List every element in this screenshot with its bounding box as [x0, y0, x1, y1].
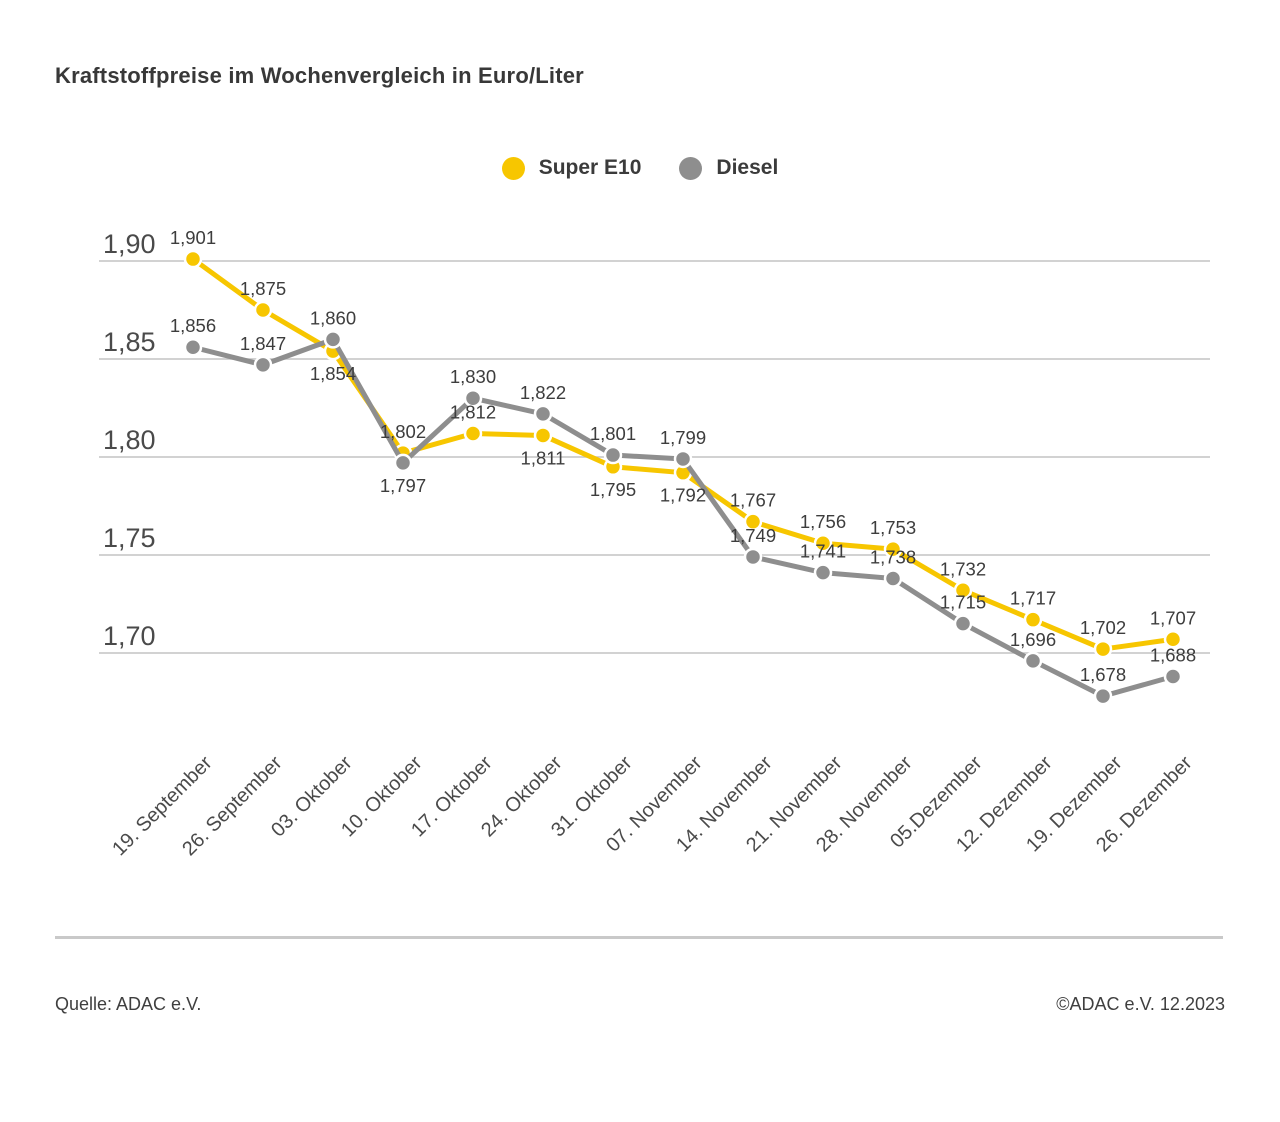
data-point-diesel — [1023, 651, 1043, 671]
data-point-diesel — [323, 330, 343, 349]
data-point-label-super-e10: 1,707 — [1150, 607, 1196, 628]
y-axis-tick-label: 1,75 — [103, 523, 156, 553]
y-axis-tick-label: 1,85 — [103, 327, 156, 357]
data-point-super-e10 — [953, 581, 973, 600]
footer-divider — [55, 936, 1223, 939]
legend-item-super-e10: Super E10 — [501, 156, 642, 180]
data-point-label-diesel: 1,830 — [450, 366, 496, 387]
data-point-label-diesel: 1,688 — [1150, 645, 1196, 666]
data-point-super-e10 — [1023, 610, 1043, 629]
data-point-label-super-e10: 1,756 — [800, 511, 846, 532]
data-point-super-e10 — [883, 539, 903, 559]
super-e10-dot-icon — [501, 156, 525, 180]
data-point-diesel — [883, 569, 903, 588]
footer: Quelle: ADAC e.V. ©ADAC e.V. 12.2023 — [55, 994, 1225, 1015]
data-point-label-super-e10: 1,753 — [870, 517, 916, 538]
data-point-label-super-e10: 1,767 — [730, 490, 776, 511]
data-point-label-diesel: 1,678 — [1080, 664, 1126, 685]
data-point-diesel — [1093, 686, 1113, 706]
data-point-label-super-e10: 1,717 — [1010, 588, 1056, 609]
copyright-note: ©ADAC e.V. 12.2023 — [1056, 994, 1225, 1014]
data-point-label-diesel: 1,822 — [520, 382, 566, 403]
data-point-diesel — [673, 449, 693, 469]
data-point-super-e10 — [183, 249, 203, 269]
data-point-label-super-e10: 1,702 — [1080, 617, 1126, 638]
y-axis-tick-label: 1,90 — [103, 229, 156, 259]
data-point-label-super-e10: 1,795 — [590, 479, 636, 500]
data-point-label-diesel: 1,797 — [380, 475, 426, 496]
data-point-label-diesel: 1,715 — [940, 592, 986, 613]
data-point-label-diesel: 1,856 — [170, 315, 216, 336]
data-point-super-e10 — [743, 512, 763, 531]
chart-legend: Super E10 Diesel — [0, 156, 1280, 180]
data-point-diesel — [953, 614, 973, 633]
data-point-diesel — [393, 453, 413, 473]
y-axis-tick-label: 1,80 — [103, 425, 156, 455]
data-point-diesel — [1163, 667, 1183, 686]
data-point-label-diesel: 1,860 — [310, 307, 356, 328]
legend-label-diesel: Diesel — [716, 156, 779, 179]
data-point-diesel — [813, 563, 833, 582]
data-point-label-diesel: 1,847 — [240, 333, 286, 354]
y-axis-tick-label: 1,70 — [103, 621, 156, 651]
data-point-label-diesel: 1,738 — [870, 547, 916, 568]
legend-item-diesel: Diesel — [679, 156, 778, 180]
data-point-label-super-e10: 1,875 — [240, 278, 286, 299]
source-note: Quelle: ADAC e.V. — [55, 994, 202, 1014]
data-point-super-e10 — [253, 300, 273, 320]
data-point-label-super-e10: 1,854 — [310, 363, 356, 384]
data-point-label-diesel: 1,799 — [660, 427, 706, 448]
legend-label-super-e10: Super E10 — [538, 156, 642, 179]
data-point-diesel — [253, 355, 273, 375]
data-point-diesel — [183, 337, 203, 357]
diesel-dot-icon — [679, 156, 703, 180]
chart-title: Kraftstoffpreise im Wochenvergleich in E… — [55, 63, 584, 88]
data-point-label-super-e10: 1,811 — [521, 447, 566, 468]
data-point-super-e10 — [463, 424, 483, 443]
data-point-label-diesel: 1,696 — [1010, 629, 1056, 650]
data-point-label-super-e10: 1,812 — [450, 401, 496, 422]
data-point-super-e10 — [533, 426, 553, 445]
data-point-label-super-e10: 1,802 — [380, 421, 426, 442]
data-point-label-super-e10: 1,792 — [660, 485, 706, 506]
data-point-diesel — [463, 388, 483, 408]
data-point-diesel — [603, 445, 623, 465]
data-point-super-e10 — [813, 533, 833, 553]
data-point-label-diesel: 1,749 — [730, 525, 776, 546]
data-point-label-super-e10: 1,732 — [940, 558, 986, 579]
data-point-label-diesel: 1,741 — [800, 541, 846, 562]
data-point-diesel — [743, 547, 763, 567]
data-point-diesel — [533, 404, 553, 424]
data-point-label-diesel: 1,801 — [590, 423, 636, 444]
data-point-label-super-e10: 1,901 — [170, 227, 216, 248]
data-point-super-e10 — [1093, 639, 1113, 659]
data-point-super-e10 — [1163, 630, 1183, 649]
